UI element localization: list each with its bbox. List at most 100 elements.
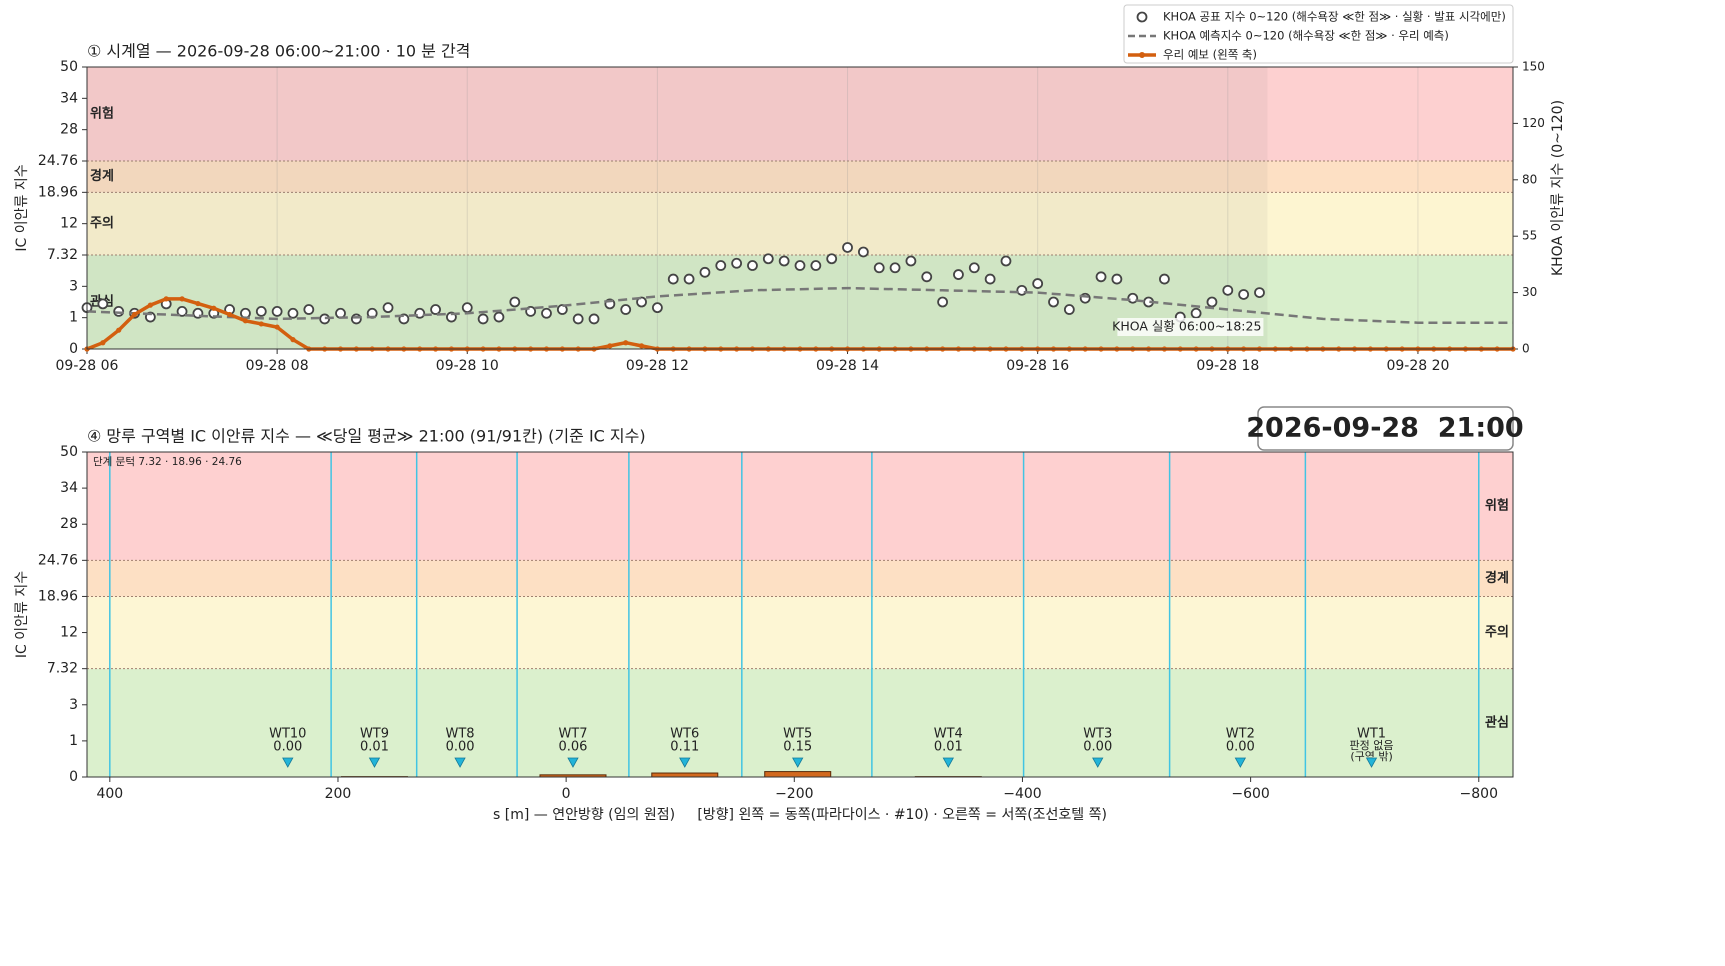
y-tick-label: 7.32 [47, 661, 78, 677]
y-tick-label: 0 [69, 769, 78, 785]
khoa-point [493, 311, 505, 323]
khoa-point [1254, 287, 1265, 299]
our-point [147, 302, 153, 308]
khoa-point [1095, 271, 1107, 283]
khoa-point [350, 313, 362, 325]
khoa-point [794, 260, 806, 271]
y2-tick-label: 30 [1522, 285, 1537, 299]
y-tick-label: 24.76 [38, 552, 78, 568]
y-tick-label: 34 [60, 480, 78, 496]
band [87, 560, 1513, 597]
our-point [163, 296, 169, 302]
band-label: 주의 [90, 215, 114, 231]
khoa-point [287, 307, 299, 319]
khoa-point [731, 257, 743, 269]
zone-name: WT7 [558, 727, 587, 742]
khoa-point [762, 253, 774, 265]
zone-note: (구역 밖) [1350, 750, 1392, 763]
band [87, 67, 1513, 161]
value-label: 0.15 [783, 740, 812, 755]
khoa-point [937, 296, 948, 308]
khoa-point [636, 296, 647, 308]
y2-tick-label: 55 [1522, 229, 1537, 243]
bar [651, 772, 719, 778]
khoa-point [509, 296, 521, 308]
y-tick-label: 1 [69, 310, 78, 326]
x-tick-label: 09-28 14 [816, 358, 879, 374]
x-label: s [m] — 연안방향 (임의 원점) [방향] 왼쪽 = 동쪽(파라다이스 … [493, 807, 1107, 823]
timestamp-box [1257, 406, 1514, 451]
khoa-point [683, 273, 695, 285]
y-label: IC 이안류 지수 [14, 571, 30, 658]
zone-name: WT9 [360, 727, 389, 742]
our-point [227, 311, 233, 318]
our-point [623, 340, 629, 346]
y-tick-label: 7.32 [47, 247, 78, 263]
y-tick-label: 18.96 [38, 588, 78, 604]
khoa-point [255, 305, 267, 317]
khoa-point [1048, 296, 1059, 308]
band-label: 관심 [1485, 714, 1509, 730]
zone-name: WT1 [1357, 727, 1386, 742]
zone-name: WT8 [446, 727, 475, 742]
khoa-point [715, 260, 727, 271]
khoa-point [699, 266, 711, 278]
x-tick-label: 09-28 20 [1386, 358, 1449, 374]
our-point [274, 324, 280, 330]
khoa-point [889, 262, 901, 274]
value-label: 0.00 [273, 740, 302, 755]
khoa-point [430, 304, 441, 315]
legend-marker [1139, 52, 1145, 58]
khoa-point [271, 305, 283, 317]
x-tick-label: 200 [325, 786, 352, 802]
y2-tick-label: 150 [1522, 60, 1545, 74]
value-label: 0.01 [360, 740, 389, 755]
khoa-point [1222, 284, 1234, 296]
x-tick-label: 400 [96, 786, 123, 802]
y-tick-label: 12 [60, 216, 78, 232]
y-tick-label: 3 [69, 697, 78, 713]
band-label: 주의 [1485, 624, 1509, 640]
band [87, 452, 1513, 561]
khoa-point [477, 313, 489, 325]
x-tick-label: 09-28 06 [56, 358, 119, 374]
our-point [100, 340, 106, 346]
plot-frame [86, 451, 1514, 778]
y2-label: KHOA 이안류 지수 (0~120) [1550, 100, 1566, 276]
khoa-point [921, 271, 933, 283]
zone-name: WT5 [783, 727, 812, 742]
khoa-point [1032, 278, 1044, 289]
threshold-note: 단계 문턱 7.32 · 18.96 · 24.76 [93, 456, 242, 468]
x-tick-label: −400 [1003, 786, 1041, 802]
legend-label: 우리 예보 (왼쪽 축) [1163, 48, 1257, 62]
khoa-point [984, 273, 996, 285]
bar [764, 771, 832, 778]
x-tick-label: 09-28 18 [1196, 358, 1259, 374]
value-label: 0.06 [559, 740, 588, 755]
zone-marker [1092, 757, 1104, 768]
zone-marker [792, 757, 804, 768]
legend-label: KHOA 공표 지수 0~120 (해수욕장 ≪한 점≫ · 실황 · 발표 시… [1163, 10, 1506, 24]
khoa-point [1111, 273, 1123, 285]
y-tick-label: 34 [60, 90, 78, 106]
band-label: 경계 [90, 168, 114, 184]
x-tick-label: 09-28 12 [626, 358, 689, 374]
khoa-point [461, 302, 473, 314]
khoa-point [810, 260, 822, 271]
x-tick-label: 09-28 08 [246, 358, 309, 374]
khoa-point [747, 260, 758, 271]
value-label: 0.00 [1083, 740, 1112, 755]
band [87, 192, 1513, 255]
khoa-point [556, 304, 568, 315]
value-label: 0.01 [934, 740, 963, 755]
y-tick-label: 50 [60, 59, 78, 75]
zone-marker [679, 757, 691, 768]
khoa-point [97, 298, 109, 310]
khoa-point [857, 246, 869, 258]
khoa-point [1063, 304, 1075, 315]
band-label: 경계 [1485, 570, 1509, 586]
our-point [211, 305, 217, 311]
zone-marker [1365, 757, 1378, 768]
x-tick-label: −200 [775, 786, 813, 802]
